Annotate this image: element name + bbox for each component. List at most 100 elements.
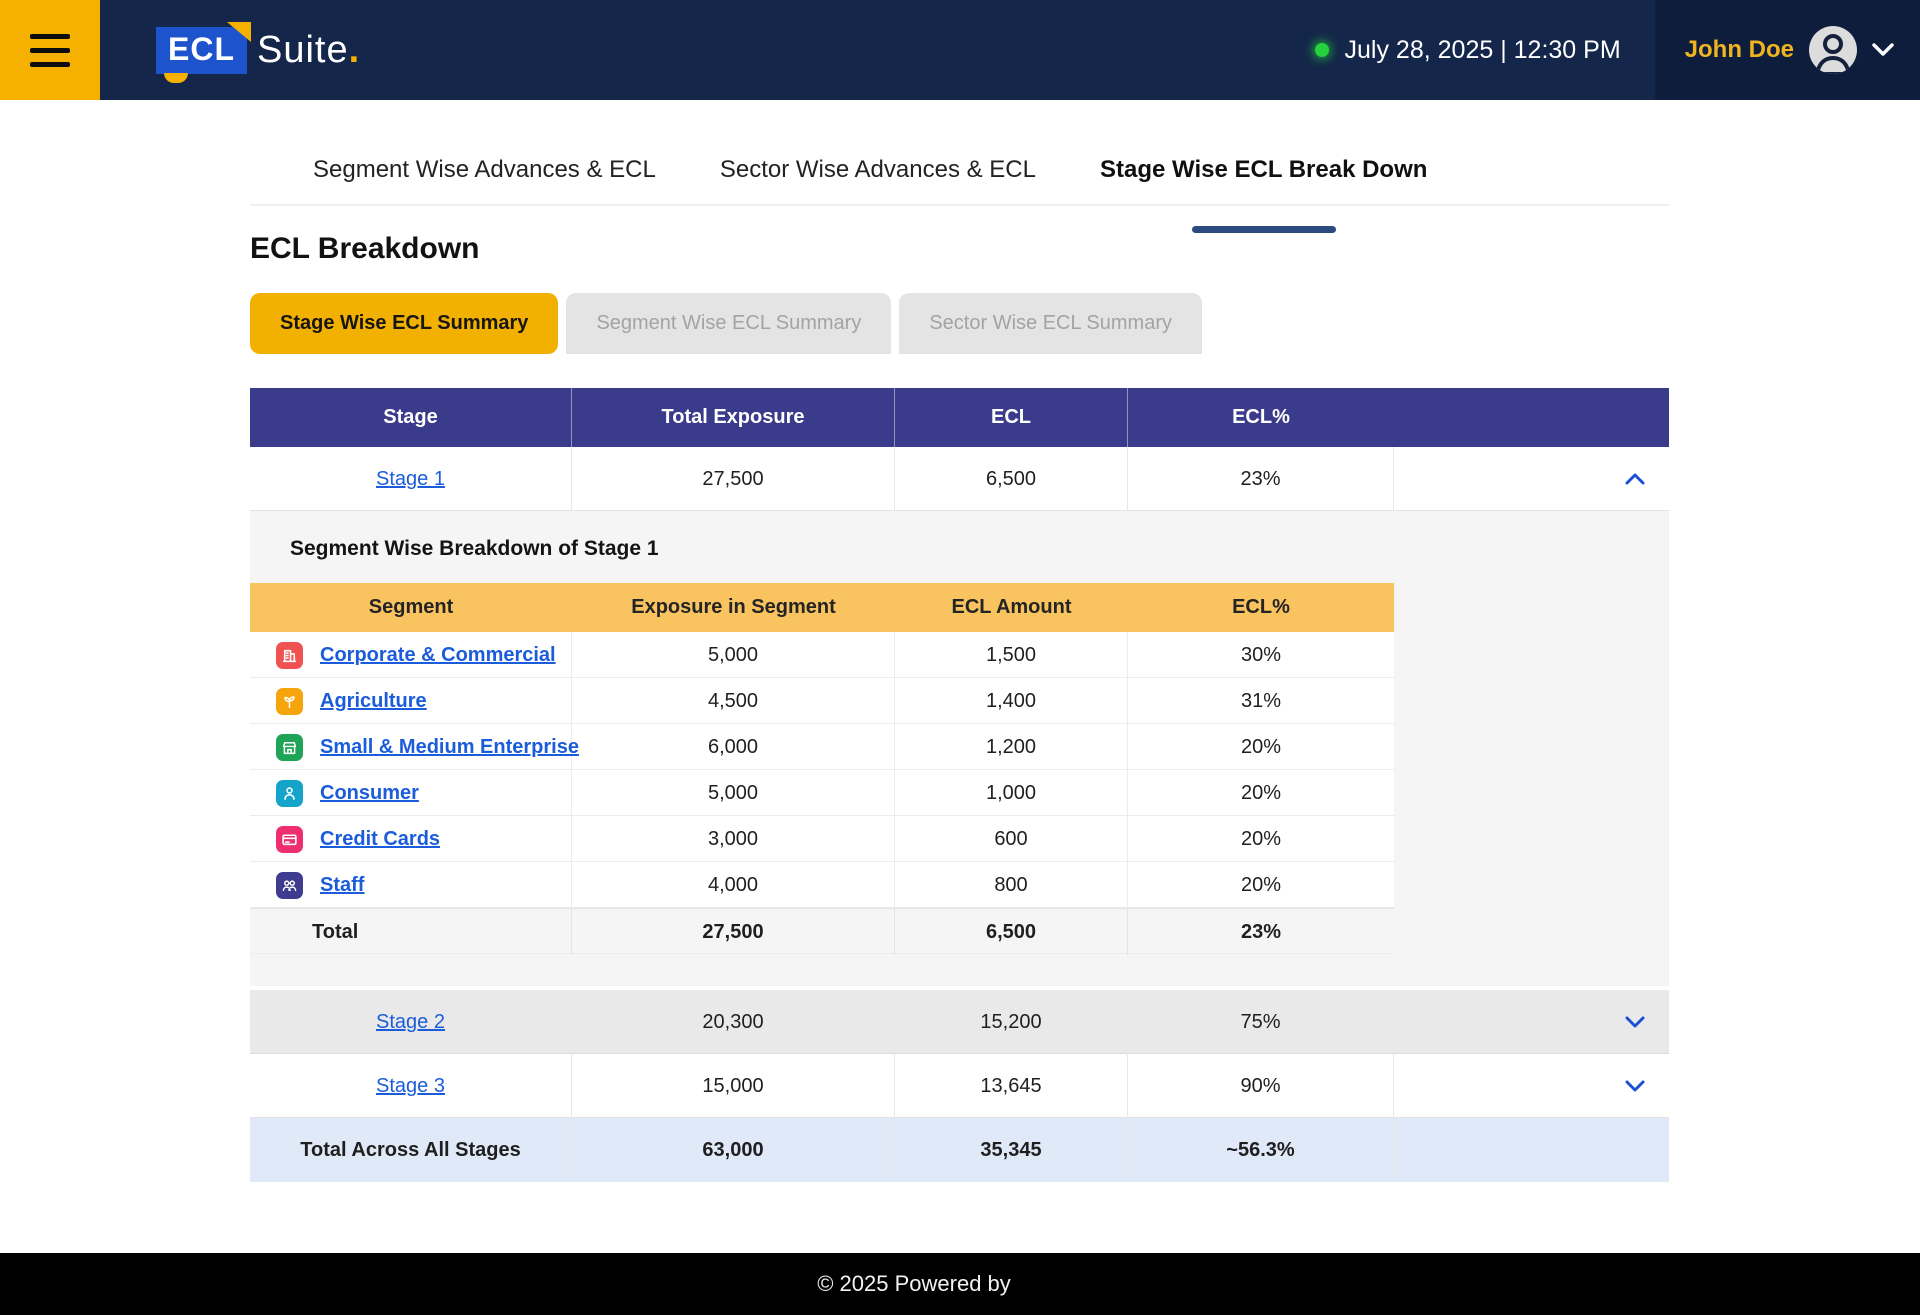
breakdown-title: Segment Wise Breakdown of Stage 1 xyxy=(290,537,1669,561)
corporate-building-icon xyxy=(276,642,303,669)
segment-link-corporate[interactable]: Corporate & Commercial xyxy=(320,644,556,667)
staff-ecl-pct: 20% xyxy=(1128,862,1394,908)
breakdown-header-exposure: Exposure in Segment xyxy=(572,596,895,619)
stage3-ecl: 13,645 xyxy=(895,1054,1128,1118)
stage1-ecl-pct: 23% xyxy=(1128,447,1394,511)
stage-ecl-table: Stage Total Exposure ECL ECL% Stage 1 27… xyxy=(250,388,1669,1182)
breakdown-header-segment: Segment xyxy=(250,596,572,619)
agriculture-ecl: 1,400 xyxy=(895,678,1128,724)
datetime-text: July 28, 2025 | 12:30 PM xyxy=(1345,36,1621,65)
segment-row-sme: Small & Medium Enterprise 6,000 1,200 20… xyxy=(250,724,1394,770)
agriculture-ecl-pct: 31% xyxy=(1128,678,1394,724)
total-all-stages-exposure: 63,000 xyxy=(572,1118,895,1182)
stage1-exposure: 27,500 xyxy=(572,447,895,511)
stage2-link[interactable]: Stage 2 xyxy=(376,1011,445,1034)
tab-segment-wise-summary[interactable]: Segment Wise ECL Summary xyxy=(566,293,891,354)
stage3-ecl-pct: 90% xyxy=(1128,1054,1394,1118)
status-datetime: July 28, 2025 | 12:30 PM xyxy=(1315,36,1621,65)
segment-breakdown-table: Segment Exposure in Segment ECL Amount E… xyxy=(250,583,1394,954)
segment-row-credit-cards: Credit Cards 3,000 600 20% xyxy=(250,816,1394,862)
stage3-expand-button[interactable] xyxy=(1394,1054,1669,1118)
staff-exposure: 4,000 xyxy=(572,862,895,908)
total-all-stages-row: Total Across All Stages 63,000 35,345 ~5… xyxy=(250,1118,1669,1182)
breakdown-header-ecl-amount: ECL Amount xyxy=(895,596,1128,619)
staff-ecl: 800 xyxy=(895,862,1128,908)
corporate-ecl: 1,500 xyxy=(895,632,1128,678)
stage3-link[interactable]: Stage 3 xyxy=(376,1075,445,1098)
segment-link-sme[interactable]: Small & Medium Enterprise xyxy=(320,736,579,759)
chevron-up-icon xyxy=(1625,473,1645,485)
breakdown-total-label: Total xyxy=(250,909,572,955)
stage1-ecl: 6,500 xyxy=(895,447,1128,511)
segment-link-staff[interactable]: Staff xyxy=(320,874,364,897)
breakdown-header-ecl-pct: ECL% xyxy=(1128,596,1394,619)
stage1-row: Stage 1 27,500 6,500 23% xyxy=(250,447,1669,511)
agriculture-exposure: 4,500 xyxy=(572,678,895,724)
logo-triangle-icon xyxy=(227,22,251,42)
hamburger-icon xyxy=(30,34,70,67)
stage2-row: Stage 2 20,300 15,200 75% xyxy=(250,990,1669,1054)
sme-ecl: 1,200 xyxy=(895,724,1128,770)
chevron-down-icon xyxy=(1625,1080,1645,1092)
header-total-exposure: Total Exposure xyxy=(572,388,895,447)
segment-link-agriculture[interactable]: Agriculture xyxy=(320,690,427,713)
stage2-exposure: 20,300 xyxy=(572,990,895,1054)
logo-ecl-text: ECL xyxy=(168,31,235,67)
breakdown-total-row: Total 27,500 6,500 23% xyxy=(250,908,1394,954)
stage2-expand-button[interactable] xyxy=(1394,990,1669,1054)
breakdown-total-ecl-pct: 23% xyxy=(1128,909,1394,955)
stage2-ecl-pct: 75% xyxy=(1128,990,1394,1054)
avatar[interactable] xyxy=(1809,26,1857,74)
tab-stage-wise-ecl[interactable]: Stage Wise ECL Break Down xyxy=(1100,156,1427,204)
stage2-ecl: 15,200 xyxy=(895,990,1128,1054)
breakdown-total-ecl: 6,500 xyxy=(895,909,1128,955)
breakdown-total-exposure: 27,500 xyxy=(572,909,895,955)
staff-people-icon xyxy=(276,872,303,899)
logo-dot: . xyxy=(349,29,360,72)
segment-link-credit-cards[interactable]: Credit Cards xyxy=(320,828,440,851)
person-icon xyxy=(1809,26,1857,74)
hamburger-menu-button[interactable] xyxy=(0,0,100,100)
stage3-exposure: 15,000 xyxy=(572,1054,895,1118)
total-all-stages-ecl: 35,345 xyxy=(895,1118,1128,1182)
stage1-collapse-button[interactable] xyxy=(1394,447,1669,511)
stage1-breakdown-section: Segment Wise Breakdown of Stage 1 Segmen… xyxy=(250,511,1669,986)
breakdown-header: Segment Exposure in Segment ECL Amount E… xyxy=(250,583,1394,632)
app-logo: ECL Suite . xyxy=(156,27,359,74)
footer: © 2025 Powered by xyxy=(0,1253,1920,1315)
corporate-ecl-pct: 30% xyxy=(1128,632,1394,678)
credit-cards-ecl: 600 xyxy=(895,816,1128,862)
segment-row-staff: Staff 4,000 800 20% xyxy=(250,862,1394,908)
total-all-stages-label: Total Across All Stages xyxy=(250,1118,572,1182)
live-status-icon xyxy=(1315,43,1329,57)
stage3-row: Stage 3 15,000 13,645 90% xyxy=(250,1054,1669,1118)
user-menu[interactable]: John Doe xyxy=(1655,0,1920,100)
sme-storefront-icon xyxy=(276,734,303,761)
consumer-ecl-pct: 20% xyxy=(1128,770,1394,816)
user-name: John Doe xyxy=(1685,36,1794,64)
credit-card-icon xyxy=(276,826,303,853)
tab-sector-wise-summary[interactable]: Sector Wise ECL Summary xyxy=(899,293,1202,354)
logo-semicircle-icon xyxy=(164,73,188,83)
header-ecl: ECL xyxy=(895,388,1128,447)
credit-cards-ecl-pct: 20% xyxy=(1128,816,1394,862)
logo-suite-text: Suite xyxy=(257,29,349,72)
main-tab-bar: Segment Wise Advances & ECL Sector Wise … xyxy=(250,156,1669,206)
agriculture-plant-icon xyxy=(276,688,303,715)
page-title: ECL Breakdown xyxy=(250,232,1669,266)
sme-ecl-pct: 20% xyxy=(1128,724,1394,770)
corporate-exposure: 5,000 xyxy=(572,632,895,678)
consumer-exposure: 5,000 xyxy=(572,770,895,816)
segment-link-consumer[interactable]: Consumer xyxy=(320,782,419,805)
top-header: ECL Suite . July 28, 2025 | 12:30 PM Joh… xyxy=(0,0,1920,100)
total-all-stages-ecl-pct: ~56.3% xyxy=(1128,1118,1394,1182)
footer-text: © 2025 Powered by xyxy=(817,1271,1011,1297)
tab-sector-wise-advances[interactable]: Sector Wise Advances & ECL xyxy=(720,156,1036,204)
tab-segment-wise-advances[interactable]: Segment Wise Advances & ECL xyxy=(313,156,656,204)
navbar: ECL Suite . July 28, 2025 | 12:30 PM Joh… xyxy=(100,0,1920,100)
chevron-down-icon[interactable] xyxy=(1872,43,1894,57)
tab-stage-wise-summary[interactable]: Stage Wise ECL Summary xyxy=(250,293,558,354)
segment-row-corporate: Corporate & Commercial 5,000 1,500 30% xyxy=(250,632,1394,678)
stage1-link[interactable]: Stage 1 xyxy=(376,468,445,491)
chevron-down-icon xyxy=(1625,1016,1645,1028)
